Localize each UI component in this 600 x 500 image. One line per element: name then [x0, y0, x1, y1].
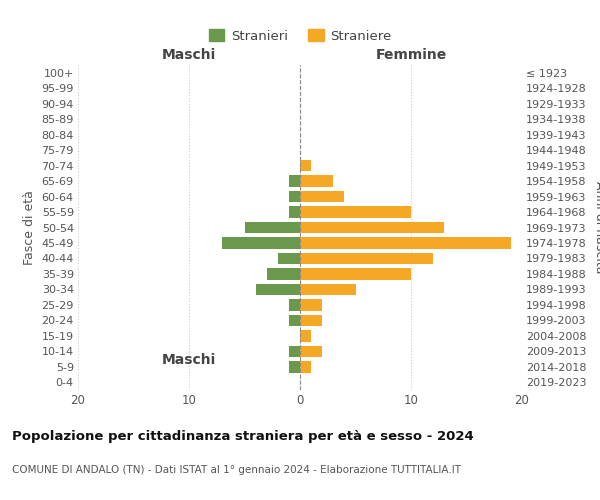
Bar: [300, 252, 433, 264]
Text: Popolazione per cittadinanza straniera per età e sesso - 2024: Popolazione per cittadinanza straniera p…: [12, 430, 474, 443]
Bar: [289, 176, 300, 187]
Text: Maschi: Maschi: [162, 352, 216, 366]
Bar: [300, 206, 411, 218]
Text: Maschi: Maschi: [162, 48, 216, 62]
Bar: [300, 268, 411, 280]
Bar: [300, 299, 322, 310]
Bar: [289, 314, 300, 326]
Text: COMUNE DI ANDALO (TN) - Dati ISTAT al 1° gennaio 2024 - Elaborazione TUTTITALIA.: COMUNE DI ANDALO (TN) - Dati ISTAT al 1°…: [12, 465, 461, 475]
Bar: [300, 284, 355, 295]
Bar: [278, 252, 300, 264]
Bar: [289, 346, 300, 357]
Legend: Stranieri, Straniere: Stranieri, Straniere: [209, 30, 391, 43]
Y-axis label: Fasce di età: Fasce di età: [23, 190, 36, 265]
Text: Femmine: Femmine: [376, 48, 446, 62]
Bar: [289, 190, 300, 202]
Bar: [256, 284, 300, 295]
Bar: [300, 237, 511, 249]
Bar: [266, 268, 300, 280]
Bar: [300, 190, 344, 202]
Bar: [300, 222, 444, 234]
Bar: [245, 222, 300, 234]
Bar: [300, 346, 322, 357]
Bar: [300, 330, 311, 342]
Bar: [300, 314, 322, 326]
Bar: [289, 206, 300, 218]
Bar: [300, 361, 311, 372]
Bar: [222, 237, 300, 249]
Bar: [289, 361, 300, 372]
Y-axis label: Anni di nascita: Anni di nascita: [593, 181, 600, 274]
Bar: [300, 160, 311, 172]
Bar: [289, 299, 300, 310]
Bar: [300, 176, 334, 187]
